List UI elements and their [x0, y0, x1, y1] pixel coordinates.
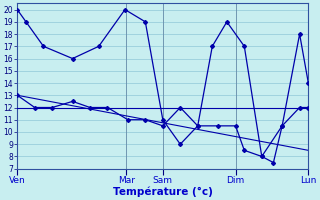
X-axis label: Température (°c): Température (°c) [113, 186, 213, 197]
